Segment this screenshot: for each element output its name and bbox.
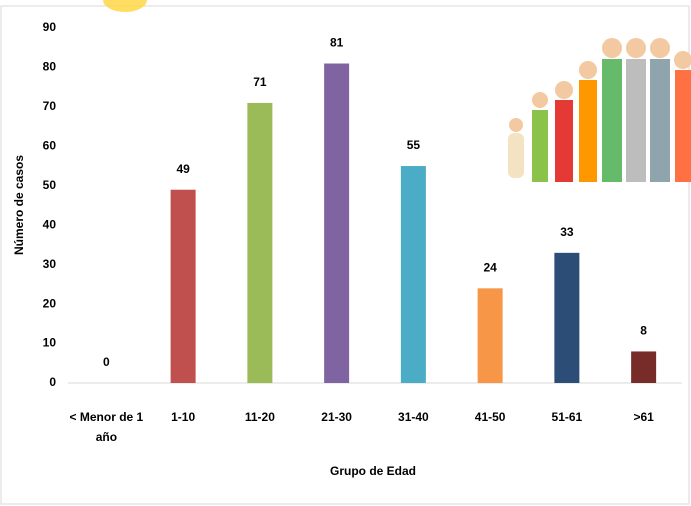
value-label: 49: [176, 162, 190, 176]
y-tick-label: 80: [43, 60, 57, 74]
y-tick-label: 20: [43, 296, 57, 310]
y-tick-label: 70: [43, 99, 57, 113]
sun-decoration: [103, 0, 147, 12]
bar: [554, 252, 580, 383]
value-label: 8: [640, 324, 647, 338]
bar: [631, 351, 657, 383]
x-tick-label: 31-40: [398, 410, 429, 424]
chart-border: [0, 5, 690, 505]
value-label: 71: [253, 75, 267, 89]
y-tick-label: 0: [49, 375, 56, 389]
people-illustration: [508, 38, 691, 182]
value-label: 81: [330, 36, 344, 50]
y-tick-label: 30: [43, 257, 57, 271]
value-label: 33: [560, 225, 574, 239]
value-label: 55: [407, 138, 421, 152]
bar: [400, 166, 426, 383]
x-tick-label: 1-10: [171, 410, 196, 424]
y-tick-label: 10: [43, 336, 57, 350]
y-tick-label: 90: [43, 20, 57, 34]
value-label: 0: [103, 355, 110, 369]
x-tick-label: 51-61: [551, 410, 583, 424]
x-tick-label: 21-30: [321, 410, 352, 424]
y-axis-title: Número de casos: [12, 155, 26, 255]
y-tick-label: 50: [43, 178, 57, 192]
bar: [247, 102, 273, 383]
bar: [324, 63, 350, 383]
y-tick-label: 40: [43, 217, 57, 231]
bar: [477, 288, 503, 383]
x-tick-label: 11-20: [244, 410, 275, 424]
x-axis-title: Grupo de Edad: [330, 464, 416, 478]
x-tick-label: < Menor de 1 año: [69, 410, 144, 444]
value-label: 24: [483, 261, 497, 275]
x-tick-label: >61: [633, 410, 654, 424]
x-tick-label: 41-50: [474, 410, 506, 424]
bar: [170, 189, 196, 383]
y-tick-label: 60: [43, 139, 57, 153]
